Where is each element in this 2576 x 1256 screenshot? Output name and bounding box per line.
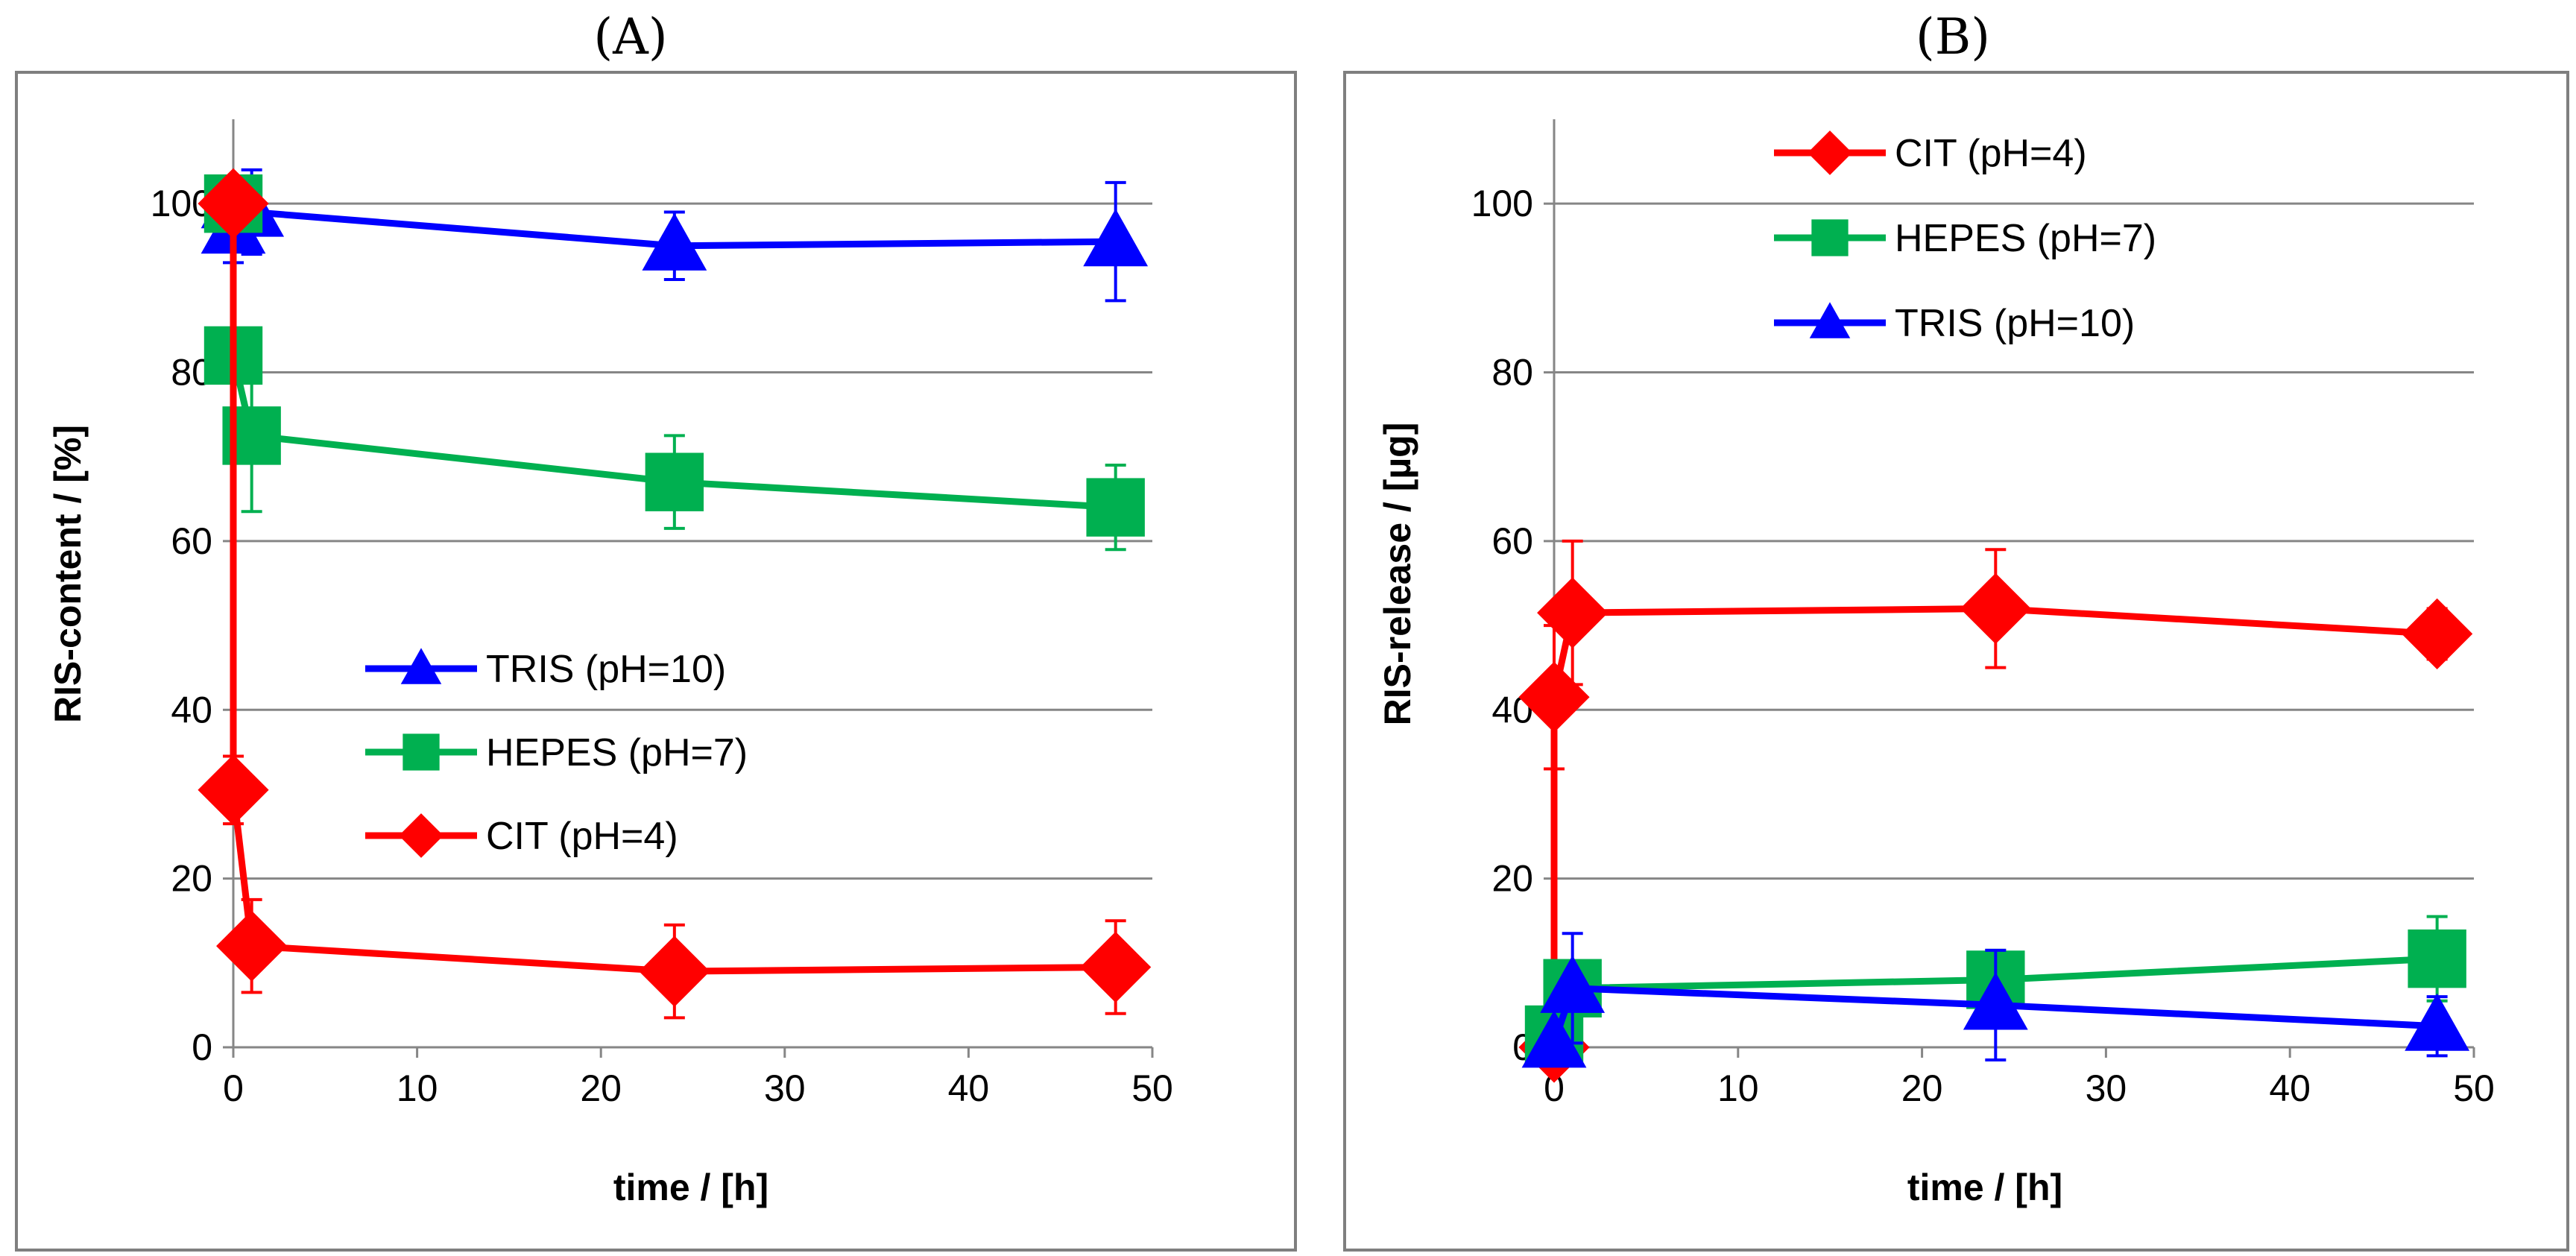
panel-a-legend-label-1: HEPES (pH=7) [486,731,748,774]
panel-b-legend: CIT (pH=4) HEPES (pH=7) TRIS (pH=10) [1774,130,2156,345]
panel-b-legend-label-2: TRIS (pH=10) [1895,302,2135,345]
panel-a-data-point-2-0 [198,168,269,239]
panel-b-data-point-2-3 [2405,993,2470,1051]
panel-b-x-tick-label-50: 50 [2453,1067,2495,1109]
panel-b-y-tick-label-100: 100 [1471,183,1533,224]
panel-b-x-tick-label-20: 20 [1901,1067,1943,1109]
panel-a-x-tick-label-50: 50 [1131,1067,1173,1109]
panel-a-y-tick-label-40: 40 [171,689,212,730]
panel-b-y-tick-label-20: 20 [1491,858,1533,900]
panel-a-data-point-0-4 [1083,209,1149,267]
panel-b-x-tick-label-40: 40 [2269,1067,2311,1109]
panel-b-series-diamond [1518,539,2473,1083]
panel-b-y-tick-label-80: 80 [1491,352,1533,394]
panel-a-y-axis-label: RIS-content / [%] [47,425,89,723]
panel-b-legend-marker-2 [1809,302,1851,338]
panel-a-title: (A) [593,8,667,66]
panel-b-data-point-0-2 [1537,577,1609,648]
panel-b-data-point-1-3 [2408,929,2466,988]
panel-b-series-line-2 [1550,985,2437,1044]
panel-a-x-axis-label: time / [h] [613,1167,768,1208]
panel-a-x-tick-label-0: 0 [223,1067,244,1109]
panel-b-legend-label-0: CIT (pH=4) [1895,132,2087,175]
panel-b-x-axis-label: time / [h] [1907,1167,2062,1208]
panel-a-data-point-2-2 [216,910,288,982]
panel-b-y-tick-label-60: 60 [1491,520,1533,562]
panel-a-x-tick-label-10: 10 [397,1067,438,1109]
panel-a-data-point-1-3 [645,452,704,511]
panel-b-data-point-2-2 [1963,972,2028,1030]
panel-a-y-tick-label-0: 0 [192,1026,212,1068]
panel-b-legend-marker-0 [1808,130,1852,175]
panel-b-data-point-0-1 [1518,661,1590,733]
panel-a-data-point-2-3 [639,935,710,1007]
panel-a-legend-label-0: TRIS (pH=10) [486,648,726,691]
panel-a-data-point-2-1 [198,754,269,826]
panel-b-y-axis-label: RIS-release / [µg] [1377,423,1418,726]
panel-b-x-tick-label-30: 30 [2086,1067,2127,1109]
panel-a-x-tick-label-40: 40 [948,1067,990,1109]
panel-a-data-point-0-3 [642,212,707,271]
panel-a-x-tick-label-20: 20 [580,1067,622,1109]
panel-a-y-tick-label-20: 20 [171,858,212,900]
panel-b-x-tick-label-10: 10 [1717,1067,1759,1109]
panel-b-data-point-2-1 [1540,955,1606,1013]
panel-b-plot: 01020304050020406080100CIT (pH=4)HEPES (… [1471,119,2495,1109]
panel-a-legend-marker-1 [402,733,440,771]
panel-a-y-tick-label-60: 60 [171,520,212,562]
panel-a-x-tick-label-30: 30 [764,1067,806,1109]
panel-b-legend-marker-1 [1811,219,1849,256]
panel-b-legend-label-1: HEPES (pH=7) [1895,217,2156,260]
panel-b-data-point-0-4 [2402,598,2473,670]
panel-a-legend-label-2: CIT (pH=4) [486,815,678,858]
panel-a-legend-marker-2 [399,813,443,858]
panel-b-series-triangle [1521,932,2470,1068]
panel-a-legend-marker-0 [400,648,442,684]
panel-b-data-point-2-0 [1521,1010,1587,1068]
panel-b-title: (B) [1916,8,1990,66]
panel-a-series-diamond [198,168,1152,1020]
panel-a-data-point-1-4 [1086,478,1145,537]
panel-a-legend: TRIS (pH=10) HEPES (pH=7) CIT (pH=4) [365,648,748,858]
panel-b-data-point-0-3 [1960,572,2031,645]
panel-a-data-point-2-4 [1080,931,1152,1003]
